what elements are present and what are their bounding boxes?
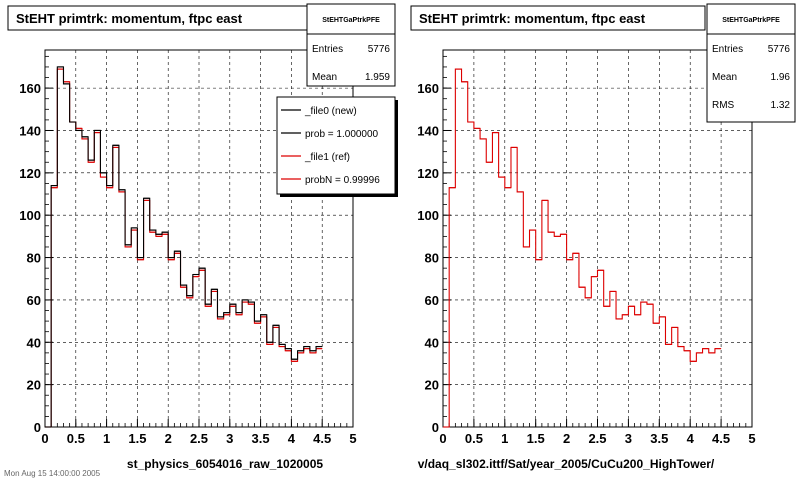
stats-name: StEHTGaPtrkPFE xyxy=(322,17,380,24)
legend-label: _file0 (new) xyxy=(304,106,357,117)
y-tick-label: 100 xyxy=(19,208,41,223)
right-histogram-panel: 0 0.5 1 1.5 2 2.5 3 3.5 4 4.5 5 0 20 40 60 80 100 120 140 1… xyxy=(410,3,796,471)
stats-box xyxy=(706,3,796,123)
legend-box xyxy=(276,96,396,195)
stats-label: Entries xyxy=(712,44,743,55)
x-tick-label: 1 xyxy=(501,431,508,446)
x-tick-label: 0 xyxy=(41,431,48,446)
x-tick-label: 3 xyxy=(226,431,233,446)
x-tick-label: 5 xyxy=(748,431,755,446)
x-tick-label: 0.5 xyxy=(67,431,85,446)
y-tick-label: 20 xyxy=(425,378,439,393)
y-tick-label: 60 xyxy=(425,293,439,308)
chart-title: StEHT primtrk: momentum, ftpc east xyxy=(419,11,646,26)
stats-value: 1.959 xyxy=(365,72,390,83)
x-tick-label: 4.5 xyxy=(712,431,730,446)
title-box xyxy=(410,5,706,31)
y-tick-label: 100 xyxy=(417,208,439,223)
y-tick-label: 140 xyxy=(417,123,439,138)
title-box xyxy=(7,5,311,31)
x-tick-label: 3 xyxy=(625,431,632,446)
stats-value: 1.96 xyxy=(771,72,791,83)
x-axis-label: st_physics_6054016_raw_1020005 xyxy=(127,457,323,471)
y-tick-label: 160 xyxy=(19,81,41,96)
x-tick-label: 3.5 xyxy=(252,431,270,446)
y-tick-label: 120 xyxy=(19,166,41,181)
stats-name: StEHTGaPtrkPFE xyxy=(722,17,780,24)
stats-value: 5776 xyxy=(368,44,391,55)
legend-label: prob = 1.000000 xyxy=(305,129,379,140)
legend-label: _file1 (ref) xyxy=(304,152,350,163)
y-tick-label: 20 xyxy=(27,378,41,393)
stats-label: Mean xyxy=(312,72,337,83)
x-tick-label: 1 xyxy=(103,431,110,446)
y-tick-label: 80 xyxy=(425,251,439,266)
x-tick-label: 0 xyxy=(439,431,446,446)
stats-value: 1.32 xyxy=(771,100,791,111)
x-tick-label: 4.5 xyxy=(313,431,331,446)
y-tick-label: 40 xyxy=(27,335,41,350)
y-tick-label: 160 xyxy=(417,81,439,96)
x-axis-label: v/daq_sl302.ittf/Sat/year_2005/CuCu200_H… xyxy=(418,457,715,471)
stats-label: Entries xyxy=(312,44,343,55)
y-tick-label: 120 xyxy=(417,166,439,181)
stats-label: Mean xyxy=(712,72,737,83)
y-tick-label: 140 xyxy=(19,123,41,138)
chart-title: StEHT primtrk: momentum, ftpc east xyxy=(16,11,243,26)
x-tick-label: 1.5 xyxy=(527,431,545,446)
y-tick-label: 80 xyxy=(27,251,41,266)
x-tick-label: 2.5 xyxy=(588,431,606,446)
y-tick-label: 0 xyxy=(34,420,41,435)
x-tick-label: 2.5 xyxy=(190,431,208,446)
x-tick-label: 4 xyxy=(288,431,296,446)
x-tick-label: 4 xyxy=(687,431,695,446)
footer-text: Mon Aug 15 14:00:00 2005 xyxy=(4,469,101,478)
x-tick-label: 5 xyxy=(349,431,356,446)
x-tick-label: 2 xyxy=(563,431,570,446)
x-tick-label: 0.5 xyxy=(465,431,483,446)
y-tick-label: 60 xyxy=(27,293,41,308)
x-tick-label: 3.5 xyxy=(650,431,668,446)
stats-box xyxy=(306,3,396,87)
y-tick-label: 40 xyxy=(425,335,439,350)
legend-label: probN = 0.99996 xyxy=(305,175,380,186)
stats-value: 5776 xyxy=(768,44,791,55)
y-tick-label: 0 xyxy=(432,420,439,435)
stats-label: RMS xyxy=(712,100,735,111)
x-tick-label: 1.5 xyxy=(128,431,146,446)
x-tick-label: 2 xyxy=(165,431,172,446)
left-histogram-panel: 0 0.5 1 1.5 2 2.5 3 3.5 4 4.5 5 0 20 40 60 80 100 120 140 1… xyxy=(7,3,398,471)
